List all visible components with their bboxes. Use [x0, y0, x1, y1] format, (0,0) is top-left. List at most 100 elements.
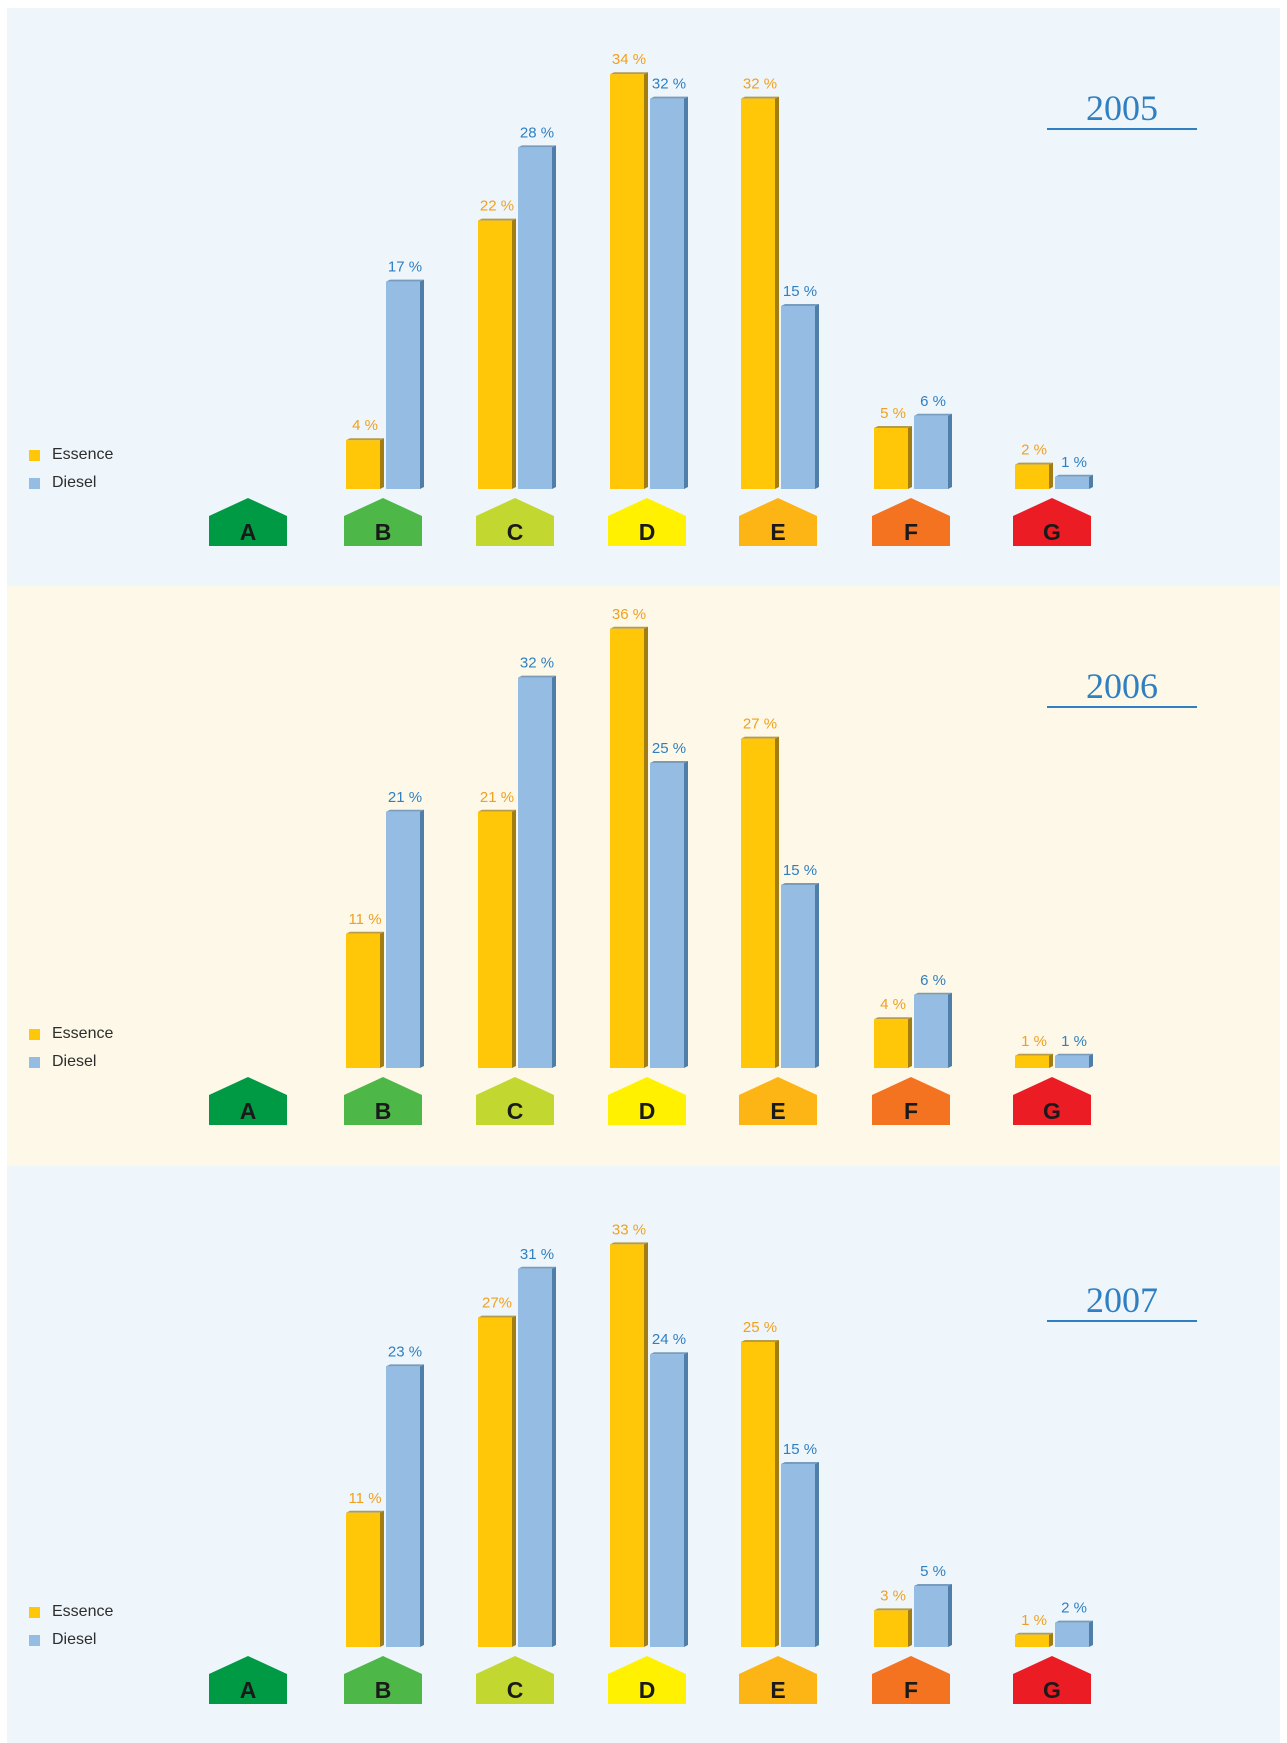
category-label: E [770, 1098, 785, 1124]
bar-essence-d [610, 1244, 644, 1647]
data-label-essence: 34 % [612, 51, 646, 68]
bar-diesel-f [914, 1586, 948, 1647]
bar-essence-c [478, 811, 512, 1068]
bar-diesel-f [914, 415, 948, 489]
data-label-essence: 1 % [1021, 1033, 1047, 1050]
legend-swatch-essence [29, 1028, 40, 1040]
bar-top-diesel [781, 1462, 819, 1464]
bar-side-essence [380, 438, 384, 489]
bar-essence-g [1015, 1634, 1049, 1647]
bar-side-essence [908, 1608, 912, 1647]
bar-diesel-g [1055, 1622, 1089, 1647]
legend: Essence Diesel [29, 1598, 113, 1654]
bar-essence-d [610, 628, 644, 1068]
bar-side-essence [380, 1510, 384, 1647]
data-label-diesel: 15 % [783, 1441, 817, 1458]
bar-diesel-b [386, 281, 420, 489]
data-label-diesel: 15 % [783, 283, 817, 300]
bar-side-essence [644, 72, 648, 489]
bar-side-diesel [815, 304, 819, 489]
bar-side-diesel [815, 1462, 819, 1647]
bar-side-essence [775, 96, 779, 489]
bar-side-diesel [684, 761, 688, 1068]
bar-side-diesel [948, 1584, 952, 1647]
chart-title: 2005 [1047, 88, 1197, 130]
category-label: D [639, 1098, 656, 1124]
data-label-essence: 21 % [480, 789, 514, 806]
data-label-diesel: 31 % [520, 1246, 554, 1263]
data-label-essence: 22 % [480, 198, 514, 215]
class-marker-e [739, 1077, 817, 1125]
bar-diesel-e [781, 885, 815, 1068]
legend-item-diesel: Diesel [29, 469, 113, 497]
data-label-diesel: 21 % [388, 789, 422, 806]
bar-top-essence [346, 931, 384, 934]
class-marker-b [344, 498, 422, 546]
bar-top-diesel [1055, 1053, 1093, 1056]
class-marker-a [209, 498, 287, 546]
bar-chart: A B 4 % 17 % C 22 % 28 % D 34 % 32 % E 32 % 15 % F 5 %… [209, 51, 1093, 546]
legend-label-essence: Essence [52, 1603, 114, 1620]
bar-diesel-c [518, 147, 552, 489]
bar-side-diesel [420, 809, 424, 1068]
bar-top-diesel [781, 304, 819, 306]
bar-side-essence [775, 1340, 779, 1647]
class-marker-g [1013, 498, 1091, 546]
bar-top-diesel [386, 279, 424, 282]
data-label-diesel: 17 % [388, 259, 422, 276]
class-marker-d [608, 1656, 686, 1704]
bar-essence-f [874, 1610, 908, 1647]
data-label-essence: 3 % [880, 1587, 906, 1604]
bar-top-essence [874, 1017, 912, 1020]
category-label: D [639, 1677, 656, 1703]
bar-side-diesel [684, 96, 688, 489]
bar-top-essence [874, 426, 912, 428]
class-marker-a [209, 1077, 287, 1125]
category-label: C [507, 1098, 524, 1124]
bar-top-essence [478, 1315, 516, 1318]
bar-top-essence [478, 809, 516, 812]
category-label: F [904, 519, 918, 545]
bar-side-essence [1049, 1632, 1053, 1647]
bar-top-diesel [1055, 474, 1093, 477]
data-label-diesel: 6 % [920, 972, 946, 989]
legend-swatch-essence [29, 1606, 40, 1618]
bar-top-diesel [650, 96, 688, 99]
chart-panel-2007: 2007 Essence Diesel A B 11 % 23 % C 27% 31 % D 3… [7, 1166, 1280, 1743]
bar-diesel-g [1055, 1055, 1089, 1068]
category-label: C [507, 519, 524, 545]
legend-label-diesel: Diesel [52, 474, 97, 491]
category-label: B [375, 1677, 392, 1703]
bar-top-essence [741, 1340, 779, 1342]
legend-item-diesel: Diesel [29, 1048, 113, 1076]
bar-side-diesel [1089, 474, 1093, 489]
data-label-essence: 4 % [352, 417, 378, 434]
bar-essence-b [346, 440, 380, 489]
bar-diesel-c [518, 1268, 552, 1647]
bar-top-diesel [650, 1352, 688, 1355]
data-label-essence: 5 % [880, 405, 906, 422]
data-label-diesel: 25 % [652, 740, 686, 757]
bar-top-essence [741, 736, 779, 739]
chart-panel-2006: 2006 Essence Diesel A B 11 % 21 % C 21 % 32 % D… [7, 586, 1280, 1166]
bar-diesel-e [781, 1464, 815, 1647]
category-label: A [240, 519, 257, 545]
category-label: A [240, 1098, 257, 1124]
data-label-essence: 32 % [743, 76, 777, 93]
bar-side-diesel [948, 992, 952, 1068]
legend-swatch-diesel [29, 1056, 40, 1068]
bar-chart: A B 11 % 23 % C 27% 31 % D 33 % 24 % E 25 % 15 % F 3 %… [209, 1221, 1093, 1704]
bar-top-essence [874, 1608, 912, 1611]
bar-side-diesel [948, 413, 952, 489]
data-label-diesel: 32 % [520, 655, 554, 672]
data-label-essence: 11 % [348, 911, 381, 928]
bar-diesel-b [386, 811, 420, 1068]
data-label-diesel: 6 % [920, 393, 946, 410]
bar-diesel-g [1055, 476, 1089, 489]
bar-side-diesel [1089, 1620, 1093, 1647]
legend-swatch-diesel [29, 477, 40, 489]
class-marker-f [872, 1077, 950, 1125]
legend-label-essence: Essence [52, 446, 114, 463]
data-label-diesel: 1 % [1061, 454, 1087, 471]
data-label-diesel: 5 % [920, 1563, 946, 1580]
